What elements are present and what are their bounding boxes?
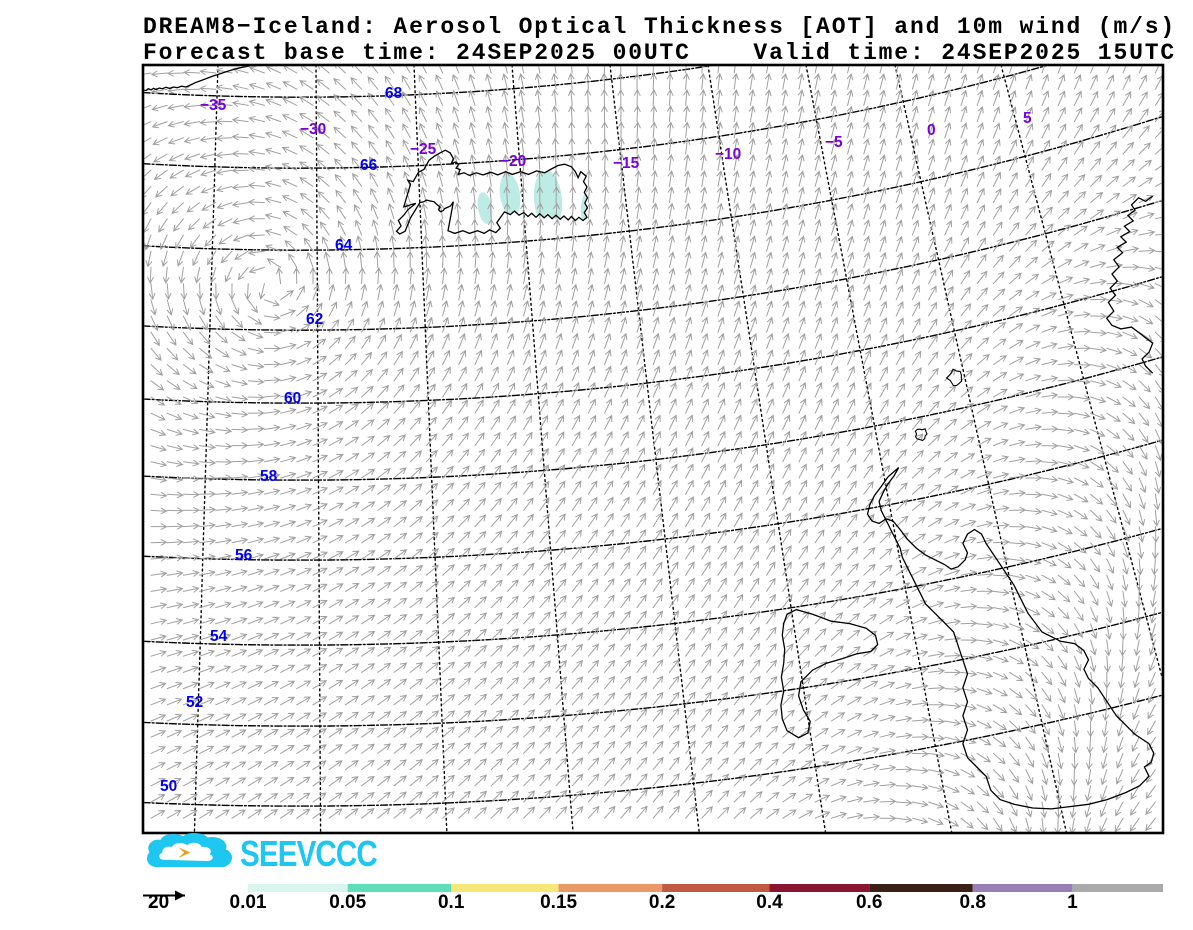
svg-text:0.8: 0.8 <box>959 892 985 913</box>
svg-text:0.6: 0.6 <box>856 892 882 913</box>
svg-text:0.05: 0.05 <box>329 892 366 913</box>
svg-text:0.01: 0.01 <box>230 892 267 913</box>
svg-text:0.4: 0.4 <box>756 892 783 913</box>
svg-text:0.15: 0.15 <box>540 892 577 913</box>
svg-text:20: 20 <box>148 892 169 913</box>
svg-text:SEEVCCC: SEEVCCC <box>240 833 377 873</box>
svg-text:1: 1 <box>1067 892 1078 913</box>
svg-text:0.2: 0.2 <box>649 892 675 913</box>
svg-text:0.1: 0.1 <box>438 892 465 913</box>
